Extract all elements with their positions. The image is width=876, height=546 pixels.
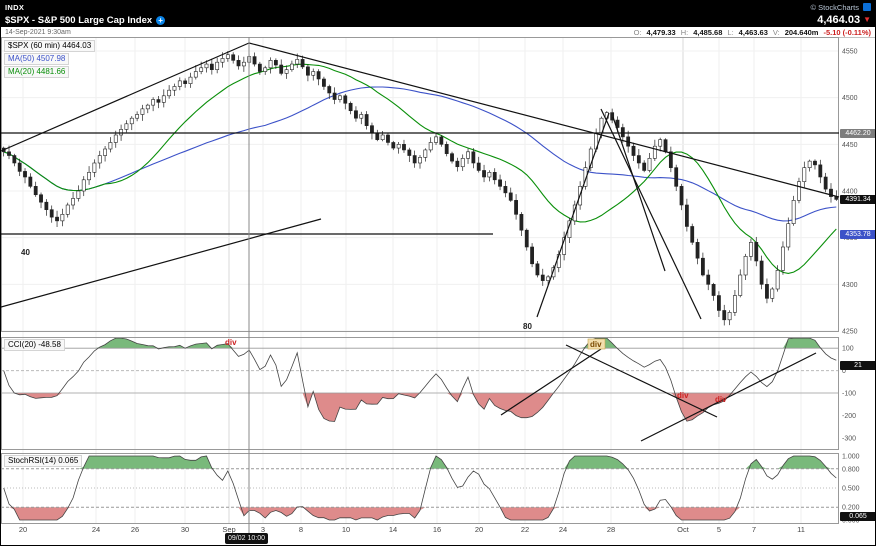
svg-text:24: 24 <box>92 525 100 534</box>
svg-text:div: div <box>677 391 689 400</box>
ma20-line <box>3 63 837 274</box>
open-label: O: <box>633 27 642 37</box>
ohlc-readout: O: 4,479.33 H: 4,485.68 L: 4,463.63 V: 2… <box>634 28 871 37</box>
svg-text:28: 28 <box>607 525 615 534</box>
cci-axis-labels: 100 0 -100 -200 -300 <box>842 346 856 443</box>
svg-text:3: 3 <box>261 525 265 534</box>
svg-text:26: 26 <box>131 525 139 534</box>
cci-line <box>3 337 837 422</box>
svg-text:4250: 4250 <box>842 329 858 336</box>
cci-reference-lines <box>1 347 839 394</box>
svg-text:0.000: 0.000 <box>842 518 860 525</box>
svg-text:4300: 4300 <box>842 282 858 289</box>
svg-text:0.800: 0.800 <box>842 466 860 473</box>
legend-ma20: MA(20) 4481.66 <box>4 66 70 78</box>
annotation-texts: 40 80 div div div div <box>21 248 727 404</box>
svg-text:4400: 4400 <box>842 189 858 196</box>
stochrsi-legend: StochRSI(14) 0.065 <box>4 455 83 468</box>
svg-text:div: div <box>225 338 237 347</box>
legend-cci: CCI(20) -48.58 <box>4 339 65 351</box>
pane-border <box>1 453 839 524</box>
open-value: 4,479.33 <box>646 27 676 37</box>
change-value: -5.10 (-0.11%) <box>823 27 871 37</box>
svg-text:0.500: 0.500 <box>842 486 860 493</box>
svg-text:0: 0 <box>842 368 846 375</box>
stochrsi-axis-labels: 1.000 0.800 0.500 0.200 0.000 <box>842 454 860 525</box>
svg-text:1.000: 1.000 <box>842 454 860 461</box>
pane-border <box>1 37 839 332</box>
stochrsi-line <box>3 455 837 521</box>
title-bar: $SPX - S&P 500 Large Cap Index + 4,464.0… <box>1 13 875 27</box>
cci-legend: CCI(20) -48.58 <box>4 339 65 352</box>
svg-text:100: 100 <box>842 346 854 353</box>
legend-stochrsi: StochRSI(14) 0.065 <box>4 455 83 467</box>
svg-text:4350: 4350 <box>842 235 858 242</box>
svg-text:10: 10 <box>342 525 350 534</box>
svg-text:80: 80 <box>523 322 532 331</box>
crosshair-date-tooltip: 09/02 10:00 <box>225 533 268 544</box>
svg-text:-300: -300 <box>842 435 856 442</box>
svg-text:5: 5 <box>717 525 721 534</box>
vertical-gridlines <box>22 37 802 523</box>
legend-symbol: $SPX (60 min) 4464.03 <box>4 40 96 52</box>
last-price: 4,464.03 <box>817 14 861 26</box>
high-value: 4,485.68 <box>693 27 723 37</box>
pane-border <box>1 337 839 450</box>
chart-canvas[interactable]: 4550 4500 4450 4400 4350 4300 4250 100 0 -100 -200… <box>1 37 876 546</box>
axis-value-badge: 0.065 <box>840 511 875 521</box>
svg-text:4450: 4450 <box>842 142 858 149</box>
low-value: 4,463.63 <box>738 27 768 37</box>
svg-text:4500: 4500 <box>842 95 858 102</box>
volume-label: V: <box>772 27 780 37</box>
axis-value-badge: 4391.34 <box>840 194 875 204</box>
svg-text:30: 30 <box>181 525 189 534</box>
svg-text:Sep: Sep <box>222 525 235 534</box>
svg-text:div: div <box>590 340 602 349</box>
svg-text:20: 20 <box>19 525 27 534</box>
svg-text:7: 7 <box>752 525 756 534</box>
svg-text:0.200: 0.200 <box>842 505 860 512</box>
svg-text:14: 14 <box>389 525 397 534</box>
svg-text:20: 20 <box>475 525 483 534</box>
trendlines <box>1 42 840 442</box>
cci-oversold-fill <box>3 393 837 422</box>
svg-text:24: 24 <box>559 525 567 534</box>
high-label: H: <box>680 27 689 37</box>
axis-value-badge: 21 <box>840 360 875 370</box>
stochrsi-overbought-fill <box>3 456 837 469</box>
legend-ma50: MA(50) 4507.98 <box>4 53 70 65</box>
volume-value: 204.640m <box>784 27 819 37</box>
svg-text:Oct: Oct <box>677 525 690 534</box>
exchange-label: INDX <box>5 2 25 12</box>
svg-text:div: div <box>715 395 727 404</box>
add-symbol-icon[interactable]: + <box>156 15 166 25</box>
stochrsi-reference-lines <box>1 468 839 508</box>
svg-text:16: 16 <box>433 525 441 534</box>
price-down-arrow-icon: ▼ <box>863 15 871 24</box>
low-label: L: <box>727 27 734 37</box>
chart-timestamp: 14-Sep-2021 9:30am <box>5 28 71 36</box>
svg-text:22: 22 <box>521 525 529 534</box>
main-legend: $SPX (60 min) 4464.03 MA(50) 4507.98 MA(… <box>4 40 96 79</box>
stockcharts-logo-icon <box>863 3 871 11</box>
svg-text:11: 11 <box>797 525 805 534</box>
chart-title: $SPX - S&P 500 Large Cap Index <box>5 14 153 26</box>
svg-text:8: 8 <box>299 525 303 534</box>
price-axis-labels: 4550 4500 4450 4400 4350 4300 4250 <box>842 49 858 336</box>
svg-text:-100: -100 <box>842 391 856 398</box>
svg-text:4550: 4550 <box>842 49 858 56</box>
ma50-line <box>3 86 837 222</box>
svg-text:-200: -200 <box>842 413 856 420</box>
top-bar: INDX © StockCharts <box>1 1 875 13</box>
svg-text:40: 40 <box>21 248 30 257</box>
axis-value-badge: 4353.78 <box>840 229 875 239</box>
copyright-link[interactable]: © StockCharts <box>810 2 859 12</box>
time-axis-labels: 20 24 26 30 Sep 3 8 10 14 16 20 22 24 28 Oct 5 7 11 <box>19 525 805 534</box>
candlestick-series <box>1 51 839 326</box>
axis-value-badge: 4462.20 <box>840 128 875 138</box>
